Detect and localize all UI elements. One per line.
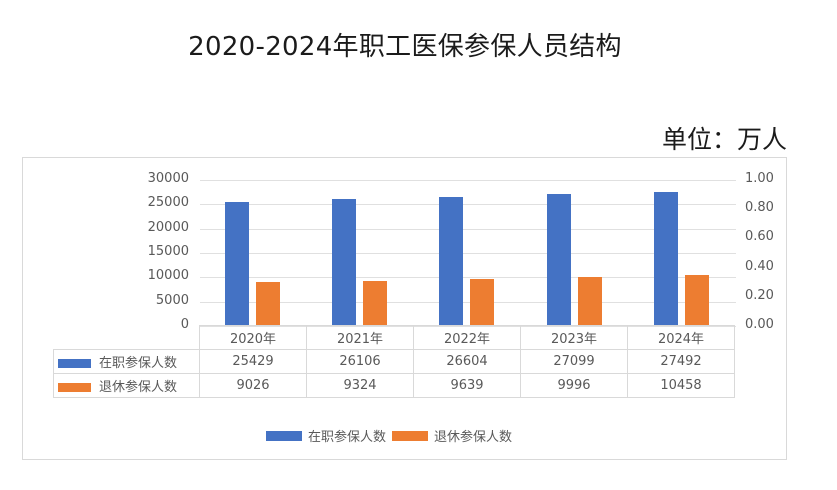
bar-employed[interactable] — [439, 196, 464, 326]
chart-legend: 在职参保人数 退休参保人数 — [266, 426, 518, 445]
legend-key-employed — [58, 359, 91, 368]
bar-retired[interactable] — [256, 282, 280, 326]
table-cell: 10458 — [627, 373, 735, 398]
table-cell: 9639 — [413, 373, 521, 398]
legend-swatch-employed — [266, 430, 302, 441]
y2-tick: 0.40 — [745, 259, 774, 274]
gridline — [200, 253, 736, 254]
bar-retired[interactable] — [363, 280, 388, 326]
bar-retired[interactable] — [470, 279, 495, 326]
table-row-label: 在职参保人数 — [53, 349, 200, 374]
y-tick: 20000 — [147, 220, 189, 235]
gridline — [200, 228, 736, 230]
y-tick: 0 — [180, 317, 189, 332]
table-row-label: 退休参保人数 — [53, 373, 200, 398]
table-cell: 27492 — [627, 349, 735, 374]
y2-tick: 0.20 — [745, 288, 774, 303]
y-tick: 25000 — [147, 195, 189, 210]
legend-item-employed[interactable]: 在职参保人数 — [266, 426, 386, 445]
bar-retired[interactable] — [684, 275, 709, 326]
legend-key-retired — [58, 383, 91, 392]
y-tick: 5000 — [155, 293, 189, 308]
chart-title: 2020-2024年职工医保参保人员结构 — [188, 32, 622, 62]
bar-employed[interactable] — [546, 194, 571, 326]
table-header-row: 2020年 2021年 2022年 2023年 2024年 — [53, 325, 735, 350]
bar-employed[interactable] — [653, 192, 678, 326]
gridline — [200, 277, 736, 279]
table-cell: 9026 — [199, 373, 307, 398]
table-col-header: 2022年 — [413, 325, 521, 350]
y2-tick: 0.60 — [745, 229, 774, 244]
table-cell: 26604 — [413, 349, 521, 374]
y2-tick: 0.80 — [745, 200, 774, 215]
data-table: 2020年 2021年 2022年 2023年 2024年 在职参保人数 254… — [53, 325, 735, 398]
table-cell: 9996 — [520, 373, 628, 398]
row-label-text: 在职参保人数 — [99, 356, 178, 371]
plot-area — [200, 180, 736, 327]
table-row: 在职参保人数 25429 26106 26604 27099 27492 — [53, 349, 735, 374]
legend-label: 退休参保人数 — [434, 430, 513, 445]
gridline — [200, 180, 736, 181]
y2-tick: 0.00 — [745, 317, 774, 332]
table-col-header: 2024年 — [627, 325, 735, 350]
table-col-header: 2023年 — [520, 325, 628, 350]
y-tick: 10000 — [147, 268, 189, 283]
table-cell: 9324 — [306, 373, 414, 398]
y-tick: 15000 — [147, 244, 189, 259]
table-col-header: 2021年 — [306, 325, 414, 350]
table-cell: 27099 — [520, 349, 628, 374]
bar-employed[interactable] — [225, 202, 249, 326]
bar-employed[interactable] — [332, 198, 357, 326]
table-cell: 25429 — [199, 349, 307, 374]
table-col-header: 2020年 — [199, 325, 307, 350]
legend-item-retired[interactable]: 退休参保人数 — [392, 426, 512, 445]
y-tick: 30000 — [147, 171, 189, 186]
bar-retired[interactable] — [577, 277, 602, 326]
table-cell: 26106 — [306, 349, 414, 374]
legend-label: 在职参保人数 — [308, 430, 387, 445]
y2-tick: 1.00 — [745, 171, 774, 186]
unit-label: 单位：万人 — [661, 125, 787, 154]
table-row: 退休参保人数 9026 9324 9639 9996 10458 — [53, 373, 735, 398]
table-corner — [53, 325, 200, 350]
legend-swatch-retired — [392, 430, 429, 441]
gridline — [200, 301, 736, 303]
gridline — [200, 204, 736, 206]
row-label-text: 退休参保人数 — [99, 380, 178, 395]
